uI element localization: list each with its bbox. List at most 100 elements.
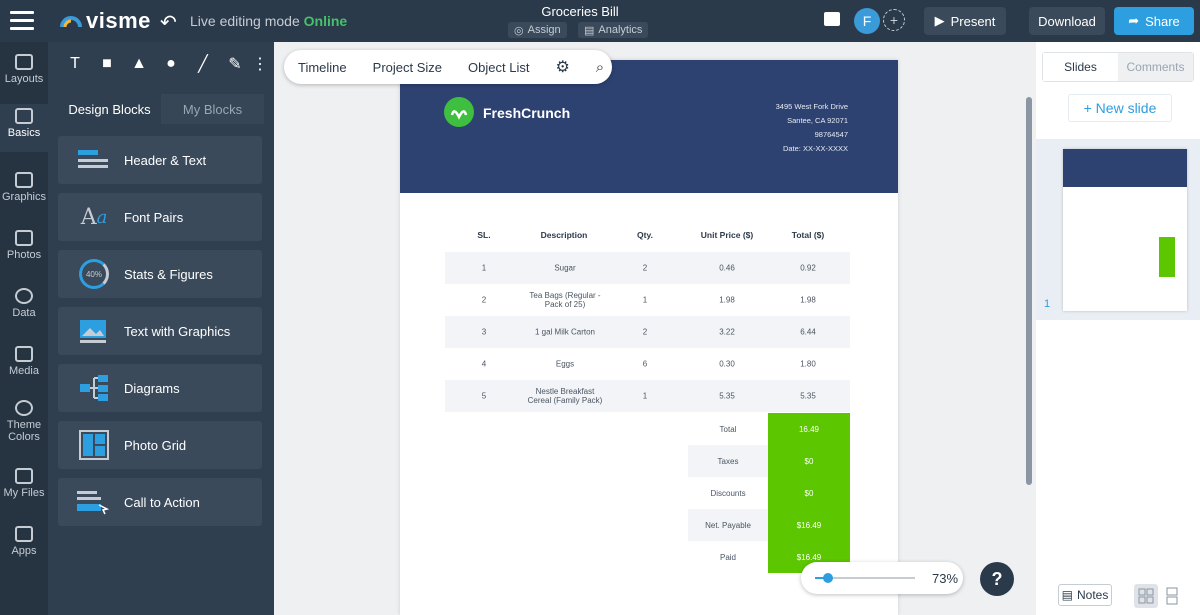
total-label: Total <box>719 424 737 434</box>
grid-view-icon[interactable] <box>1134 584 1158 608</box>
zoom-slider-handle[interactable] <box>823 573 833 583</box>
photo-grid-icon <box>76 430 112 460</box>
share-button[interactable]: ➦ Share <box>1114 7 1194 35</box>
tab-my-blocks[interactable]: My Blocks <box>161 94 264 124</box>
table-row[interactable]: 5 Nestle Breakfast Cereal (Family Pack) … <box>445 380 850 412</box>
totals-row-net-payable[interactable]: Net. Payable $16.49 <box>688 509 850 541</box>
cell-unit-price: 0.46 <box>719 263 735 273</box>
assign-button[interactable]: ◎ Assign <box>508 22 567 38</box>
rail-label: Graphics <box>1 191 47 203</box>
totals-row-total[interactable]: Total 16.49 <box>688 413 850 445</box>
insert-toolbar: T ■ ▲ ● ╱ ✎ ⋮ <box>58 50 268 78</box>
analytics-button[interactable]: ▤ Analytics <box>578 22 649 38</box>
rail-item-layouts[interactable]: Layouts <box>0 54 48 85</box>
cell-qty: 2 <box>642 327 648 337</box>
rail-item-theme-colors[interactable]: Theme Colors <box>0 400 48 443</box>
app-logo[interactable]: visme <box>60 8 151 34</box>
block-label: Photo Grid <box>124 437 187 453</box>
block-call-to-action[interactable]: Call to Action <box>58 478 262 526</box>
header-text-icon <box>76 145 112 175</box>
menu-icon[interactable] <box>10 11 34 31</box>
rail-item-photos[interactable]: Photos <box>0 230 48 261</box>
share-arrow-icon: ➦ <box>1128 13 1140 28</box>
zoom-control: 73% <box>801 562 963 594</box>
invoice-header[interactable]: FreshCrunch 3495 West Fork Drive Santee,… <box>400 60 898 193</box>
text-tool-icon[interactable]: T <box>70 55 80 72</box>
rail-label: Media <box>9 365 39 377</box>
add-collaborator-icon[interactable]: + <box>883 9 905 31</box>
folder-icon <box>15 468 33 484</box>
circle-tool-icon[interactable]: ● <box>166 55 176 72</box>
totals-row-taxes[interactable]: Taxes $0 <box>688 445 850 477</box>
rail-item-data[interactable]: Data <box>0 288 48 319</box>
rectangle-tool-icon[interactable]: ■ <box>102 55 112 72</box>
cell-description: Sugar <box>554 263 576 273</box>
address-block[interactable]: 3495 West Fork Drive Santee, CA 92071 98… <box>776 100 848 156</box>
cell-total: 1.98 <box>800 295 816 305</box>
canvas-scrollbar[interactable] <box>1026 97 1032 485</box>
rail-item-apps[interactable]: Apps <box>0 526 48 557</box>
table-row[interactable]: 3 1 gal Milk Carton 2 3.22 6.44 <box>445 316 850 348</box>
mode-status: Online <box>303 13 348 29</box>
address-line: Date: XX-XX-XXXX <box>782 144 848 153</box>
rail-label: Basics <box>7 127 41 139</box>
undo-icon[interactable]: ↶ <box>160 12 177 34</box>
block-label: Call to Action <box>124 494 200 510</box>
present-button[interactable]: ▶ Present <box>924 7 1006 35</box>
block-diagrams[interactable]: Diagrams <box>58 364 262 412</box>
table-header[interactable]: SL. Description Qty. Unit Price ($) Tota… <box>445 230 850 244</box>
timeline-button[interactable]: Timeline <box>298 59 347 75</box>
table-row[interactable]: 4 Eggs 6 0.30 1.80 <box>445 348 850 380</box>
rail-item-my-files[interactable]: My Files <box>0 468 48 499</box>
notes-button[interactable]: ▤ Notes <box>1058 584 1112 606</box>
settings-gear-icon[interactable]: ⚙ <box>555 59 570 76</box>
tab-design-blocks[interactable]: Design Blocks <box>58 94 161 124</box>
new-slide-button[interactable]: + New slide <box>1068 94 1172 122</box>
pen-tool-icon[interactable]: ✎ <box>228 56 242 73</box>
download-button[interactable]: Download <box>1029 7 1105 35</box>
col-total: Total ($) <box>791 230 825 240</box>
block-header-text[interactable]: Header & Text <box>58 136 262 184</box>
table-row[interactable]: 1 Sugar 2 0.46 0.92 <box>445 252 850 284</box>
address-line: Santee, CA 92071 <box>787 116 848 125</box>
slides-panel: Slides Comments + New slide 1 ▤ Notes <box>1036 42 1200 615</box>
brand-name[interactable]: FreshCrunch <box>483 105 571 121</box>
cell-total: 1.80 <box>800 359 816 369</box>
list-view-icon[interactable] <box>1160 584 1184 608</box>
comment-icon[interactable] <box>824 12 840 26</box>
more-icon[interactable]: ⋮ <box>252 56 268 73</box>
block-label: Header & Text <box>124 152 207 168</box>
tab-comments[interactable]: Comments <box>1118 53 1193 81</box>
thumbnail-totals <box>1159 237 1175 277</box>
block-label: Stats & Figures <box>124 266 213 282</box>
invoice-slide[interactable]: FreshCrunch 3495 West Fork Drive Santee,… <box>400 60 898 615</box>
net-payable-value: $16.49 <box>768 509 850 541</box>
zoom-slider[interactable] <box>815 577 915 579</box>
table-row[interactable]: 2 Tea Bags (Regular - Pack of 25) 1 1.98… <box>445 284 850 316</box>
project-size-button[interactable]: Project Size <box>372 59 443 75</box>
tab-slides[interactable]: Slides <box>1043 53 1118 81</box>
block-photo-grid[interactable]: Photo Grid <box>58 421 262 469</box>
triangle-tool-icon[interactable]: ▲ <box>131 55 147 72</box>
rail-item-basics[interactable]: Basics <box>0 104 48 152</box>
call-to-action-icon <box>76 487 112 517</box>
line-tool-icon[interactable]: ╱ <box>198 56 208 73</box>
rail-item-media[interactable]: Media <box>0 346 48 377</box>
object-list-button[interactable]: Object List <box>468 59 530 75</box>
zoom-level: 73% <box>932 571 959 586</box>
rail-item-graphics[interactable]: Graphics <box>0 172 48 203</box>
slide-thumbnail[interactable] <box>1063 149 1187 311</box>
totals-row-discounts[interactable]: Discounts $0 <box>688 477 850 509</box>
rail-label: Layouts <box>4 73 44 85</box>
help-button[interactable]: ? <box>980 562 1014 596</box>
avatar[interactable]: F <box>854 8 880 34</box>
preview-search-icon[interactable]: ⌕ <box>595 58 605 76</box>
block-stats-figures[interactable]: 40% Stats & Figures <box>58 250 262 298</box>
rail-label: Photos <box>6 249 42 261</box>
document-title[interactable]: Groceries Bill <box>541 4 619 19</box>
thumbnail-header <box>1063 149 1187 187</box>
block-text-with-graphics[interactable]: Text with Graphics <box>58 307 262 355</box>
design-blocks-panel: T ■ ▲ ● ╱ ✎ ⋮ Design Blocks My Blocks He… <box>48 42 274 615</box>
